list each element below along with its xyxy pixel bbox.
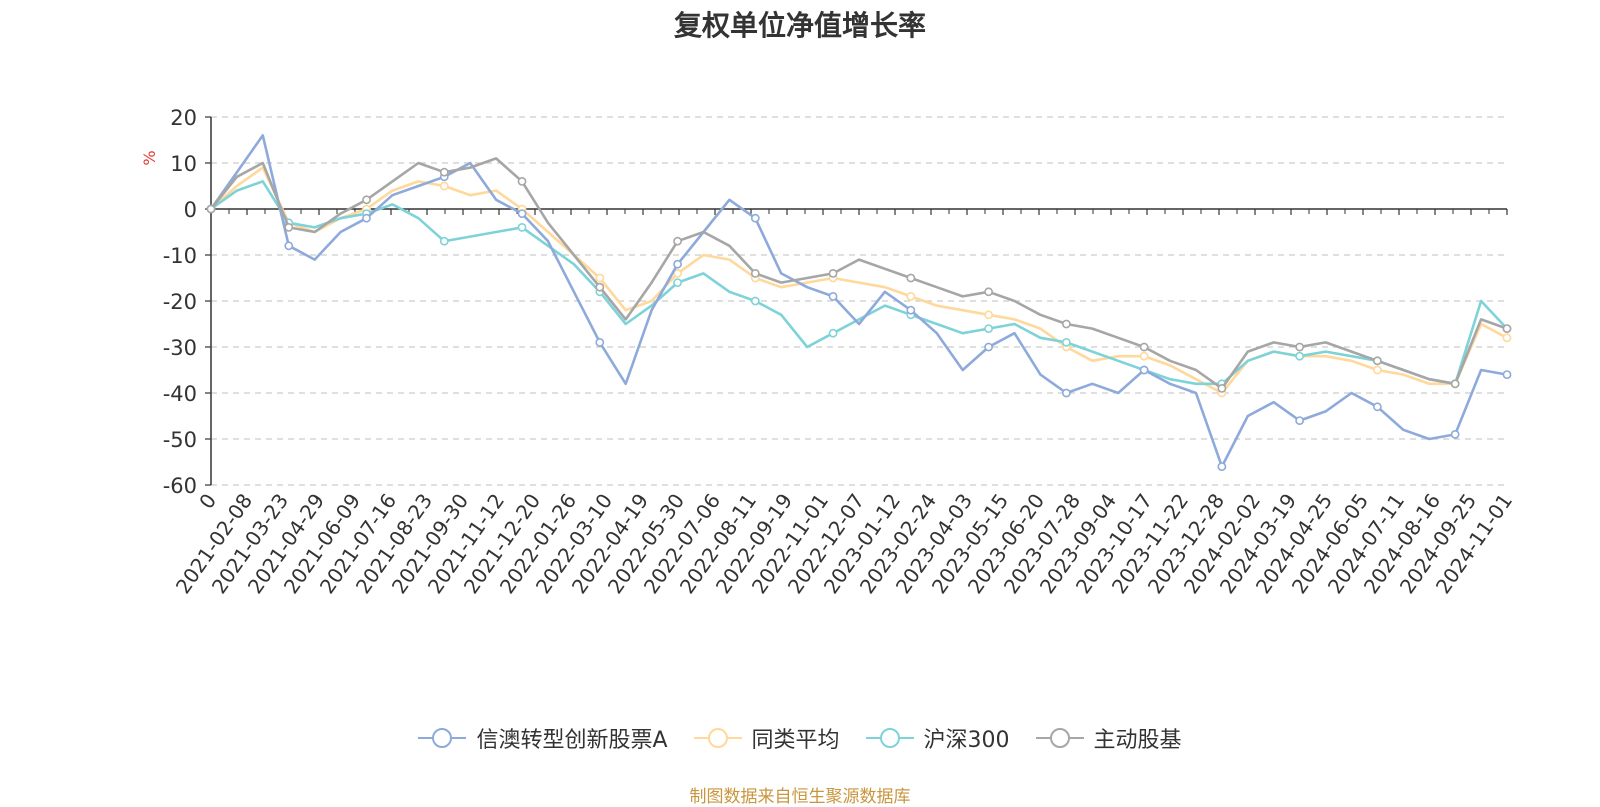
data-point bbox=[1502, 370, 1512, 379]
data-point bbox=[673, 268, 682, 278]
data-point bbox=[750, 296, 760, 306]
data-point bbox=[362, 213, 371, 223]
data-point bbox=[595, 337, 605, 347]
y-tick-label: -20 bbox=[163, 290, 197, 314]
x-tick-label: 0 bbox=[194, 489, 221, 513]
y-tick-label: 10 bbox=[170, 152, 197, 176]
y-tick-label: -50 bbox=[163, 428, 197, 452]
data-point bbox=[906, 291, 916, 301]
series-line bbox=[209, 157, 1508, 390]
data-point bbox=[1061, 337, 1071, 347]
data-point bbox=[750, 268, 760, 278]
y-axis-unit-label: % bbox=[140, 150, 159, 165]
series-lines bbox=[206, 134, 1512, 471]
legend-label: 同类平均 bbox=[751, 728, 840, 753]
legend-marker-icon bbox=[865, 728, 914, 748]
data-point bbox=[1139, 351, 1149, 361]
axes bbox=[205, 116, 1508, 486]
data-point bbox=[1295, 342, 1305, 352]
data-point bbox=[1061, 319, 1071, 329]
data-point bbox=[517, 222, 527, 232]
data-point bbox=[284, 222, 294, 232]
data-point bbox=[1373, 402, 1382, 412]
y-tick-label: 0 bbox=[184, 198, 197, 222]
data-point bbox=[1295, 351, 1305, 361]
data-point bbox=[595, 282, 605, 292]
legend-label: 主动股基 bbox=[1093, 728, 1182, 753]
y-tick-label: -40 bbox=[163, 382, 197, 406]
legend-marker-icon bbox=[693, 728, 742, 748]
y-tick-label: 20 bbox=[170, 106, 197, 130]
data-point bbox=[1373, 356, 1382, 366]
data-point bbox=[1061, 388, 1071, 398]
data-point bbox=[828, 328, 838, 338]
legend-item-fund[interactable]: 信澳转型创新股票A bbox=[418, 722, 668, 754]
legend-marker-icon bbox=[1035, 728, 1084, 748]
data-point bbox=[828, 268, 838, 278]
data-point bbox=[984, 310, 993, 320]
data-point bbox=[1139, 365, 1149, 375]
legend-item-csi300[interactable]: 沪深300 bbox=[865, 722, 1010, 754]
data-point bbox=[1450, 379, 1460, 389]
data-point bbox=[1217, 383, 1227, 393]
legend-item-peer-average[interactable]: 同类平均 bbox=[693, 722, 840, 754]
data-point bbox=[984, 287, 993, 297]
legend-label: 沪深300 bbox=[923, 728, 1010, 753]
data-point bbox=[517, 176, 527, 186]
data-point bbox=[1502, 324, 1512, 333]
chart-title: 复权单位净值增长率 bbox=[673, 9, 926, 42]
legend-item-active-equity[interactable]: 主动股基 bbox=[1035, 722, 1182, 754]
y-tick-label: -60 bbox=[163, 474, 197, 498]
data-point bbox=[750, 213, 760, 223]
data-point bbox=[362, 195, 371, 205]
data-point bbox=[1295, 416, 1305, 425]
data-point bbox=[1502, 333, 1512, 343]
data-point bbox=[284, 241, 294, 251]
tick-labels: 20100-10-20-30-40-50-6002021-02-082021-0… bbox=[163, 106, 1517, 598]
source-note: 制图数据来自恒生聚源数据库 bbox=[689, 787, 911, 807]
data-point bbox=[1139, 342, 1149, 352]
gridlines bbox=[211, 116, 1507, 486]
data-point bbox=[1450, 429, 1460, 439]
data-point bbox=[673, 236, 682, 246]
data-point bbox=[906, 305, 916, 315]
data-point bbox=[439, 236, 449, 246]
data-point bbox=[828, 291, 838, 301]
data-point bbox=[439, 181, 449, 191]
data-point bbox=[673, 259, 682, 269]
data-point bbox=[673, 278, 682, 287]
series-line bbox=[210, 180, 1508, 386]
legend-marker-icon bbox=[418, 728, 467, 748]
data-point bbox=[984, 324, 993, 333]
legend-label: 信澳转型创新股票A bbox=[476, 728, 668, 753]
data-point bbox=[595, 273, 605, 283]
data-point bbox=[1217, 462, 1227, 471]
series-line bbox=[210, 166, 1508, 395]
series-line bbox=[209, 134, 1508, 468]
legend: 信澳转型创新股票A 同类平均 沪深300 主动股基 bbox=[0, 722, 1600, 754]
data-point bbox=[439, 167, 449, 177]
data-point bbox=[906, 273, 916, 283]
data-point bbox=[984, 342, 993, 352]
y-tick-label: -30 bbox=[163, 336, 197, 360]
data-point bbox=[517, 209, 527, 218]
data-point bbox=[206, 204, 216, 214]
data-point bbox=[1373, 365, 1382, 375]
y-tick-label: -10 bbox=[163, 244, 197, 268]
